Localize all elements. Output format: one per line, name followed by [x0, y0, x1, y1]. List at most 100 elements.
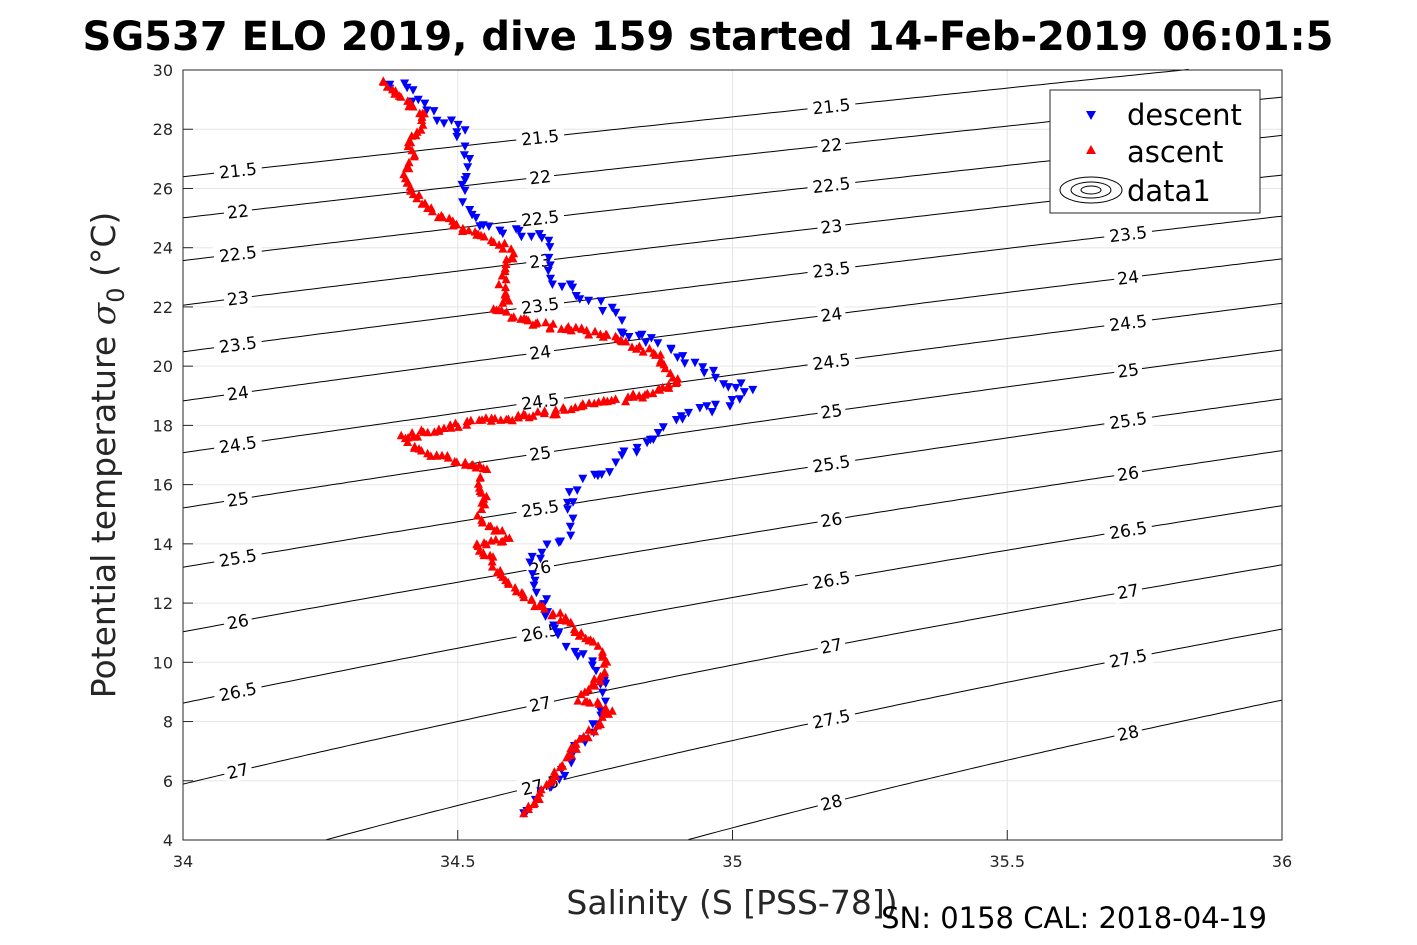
- ascent-point: [403, 141, 413, 151]
- ascent-point: [634, 341, 644, 351]
- y-tick-label: 10: [153, 653, 173, 672]
- ascent-point: [396, 430, 406, 440]
- density-contour-label: 22: [816, 133, 847, 157]
- contour-label-background: [806, 172, 857, 198]
- ascent-point: [519, 592, 529, 602]
- y-tick-label: 28: [153, 120, 173, 139]
- descent-point: [457, 180, 467, 190]
- ascent-point: [497, 305, 507, 315]
- ascent-point: [584, 398, 594, 407]
- density-contour-label: 23.5: [806, 256, 857, 283]
- descent-point: [575, 295, 585, 304]
- descent-point: [447, 116, 456, 125]
- contour-label-background: [222, 381, 254, 406]
- density-contour-label: 21.5: [212, 158, 263, 184]
- descent-point: [731, 383, 741, 393]
- contour-label-background: [222, 487, 254, 512]
- density-contour-label: 25: [816, 399, 847, 424]
- descent-point: [471, 213, 481, 223]
- descent-point: [525, 558, 535, 567]
- ascent-point: [490, 526, 500, 535]
- ascent-point: [486, 416, 496, 425]
- descent-point: [707, 408, 717, 417]
- density-contour-label: 25: [222, 487, 254, 512]
- descent-point: [400, 79, 410, 88]
- descent-point: [598, 307, 608, 316]
- ascent-point: [595, 671, 605, 681]
- contour-label-background: [222, 199, 253, 224]
- descent-point: [641, 338, 651, 347]
- descent-point: [584, 296, 594, 306]
- y-tick-label: 22: [153, 298, 173, 317]
- ascent-point: [560, 405, 570, 414]
- descent-point: [452, 132, 462, 142]
- descent-point: [590, 470, 600, 480]
- density-contour-label: 21.5: [515, 124, 566, 151]
- ascent-point: [587, 680, 597, 689]
- density-contour-line: [182, 302, 1283, 454]
- ascent-point: [621, 336, 631, 346]
- contour-label-background: [815, 633, 848, 659]
- ascent-point: [439, 423, 449, 432]
- descent-point: [568, 514, 578, 524]
- descent-point: [653, 339, 663, 348]
- ascent-point: [502, 307, 512, 316]
- density-contour-line: [688, 699, 1283, 840]
- ascent-point: [513, 410, 523, 420]
- contour-label-text: 24.5: [811, 350, 851, 375]
- ascent-point: [446, 423, 456, 432]
- ascent-point: [600, 667, 610, 676]
- y-tick-label: 6: [163, 772, 173, 791]
- ascent-point: [409, 432, 418, 441]
- ascent-point: [500, 238, 510, 248]
- descent-point: [572, 486, 582, 495]
- descent-point: [465, 206, 475, 215]
- ascent-point: [573, 696, 583, 705]
- descent-point: [526, 232, 536, 242]
- descent-point: [611, 458, 621, 467]
- descent-point: [564, 488, 574, 497]
- ascent-point: [566, 325, 576, 335]
- descent-point: [573, 652, 583, 661]
- ascent-point: [427, 206, 437, 216]
- descent-point: [546, 274, 555, 284]
- ascent-point: [671, 378, 681, 387]
- density-contour-line: [182, 450, 1283, 633]
- descent-point: [727, 396, 737, 405]
- contour-label-background: [1103, 309, 1154, 336]
- ascent-point: [494, 279, 504, 289]
- descent-point: [695, 404, 705, 413]
- ascent-point: [502, 254, 511, 264]
- ascent-point: [542, 779, 552, 789]
- descent-point: [719, 380, 729, 389]
- ascent-point: [576, 628, 586, 637]
- ascent-point: [504, 296, 514, 305]
- contour-label-background: [1112, 461, 1144, 486]
- density-contour-label: 26: [815, 507, 847, 532]
- ascent-point: [547, 610, 557, 620]
- descent-point: [467, 210, 477, 220]
- contour-label-background: [816, 302, 847, 327]
- y-tick-label: 18: [153, 416, 173, 435]
- contour-label-text: 26: [226, 611, 251, 635]
- contour-label-background: [212, 331, 263, 358]
- descent-point: [735, 395, 745, 404]
- contour-label-text: 22.5: [218, 243, 258, 267]
- y-tick-label: 24: [153, 239, 173, 258]
- descent-point: [543, 266, 553, 276]
- contour-label-text: 23.5: [520, 294, 560, 319]
- contour-label-text: 25: [819, 401, 843, 424]
- descent-point: [452, 128, 462, 137]
- ascent-point: [452, 457, 462, 466]
- ascent-point: [527, 595, 537, 604]
- descent-point: [420, 99, 430, 109]
- descent-point: [531, 588, 541, 598]
- contour-label-background: [806, 256, 857, 283]
- contour-label-text: 21.5: [520, 127, 560, 151]
- contour-label-text: 25: [1116, 360, 1140, 383]
- descent-point: [624, 333, 634, 342]
- x-tick-label: 36: [1272, 852, 1292, 871]
- descent-point: [565, 522, 575, 532]
- descent-point: [673, 353, 682, 362]
- descent-point: [699, 368, 709, 378]
